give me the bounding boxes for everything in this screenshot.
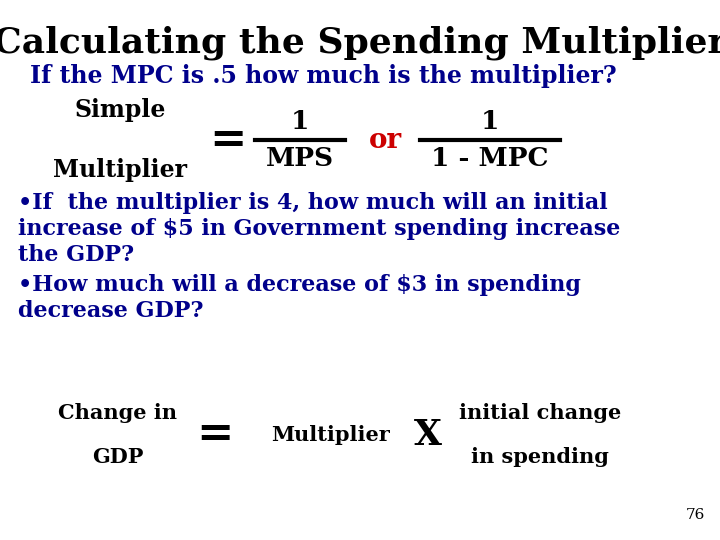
Text: decrease GDP?: decrease GDP? xyxy=(18,300,204,322)
Text: =: = xyxy=(210,118,247,161)
Text: If the MPC is .5 how much is the multiplier?: If the MPC is .5 how much is the multipl… xyxy=(30,64,617,88)
Text: 1: 1 xyxy=(481,109,499,134)
Text: =: = xyxy=(197,414,234,456)
Text: MPS: MPS xyxy=(266,146,334,171)
Text: GDP: GDP xyxy=(92,447,144,467)
Text: 1: 1 xyxy=(291,109,309,134)
Text: increase of $5 in Government spending increase: increase of $5 in Government spending in… xyxy=(18,218,621,240)
Text: Calculating the Spending Multiplier: Calculating the Spending Multiplier xyxy=(0,25,720,59)
Text: the GDP?: the GDP? xyxy=(18,244,134,266)
Text: Multiplier: Multiplier xyxy=(53,158,187,182)
Text: Change in: Change in xyxy=(58,403,178,423)
Text: Simple: Simple xyxy=(74,98,166,122)
Text: 1 - MPC: 1 - MPC xyxy=(431,146,549,171)
Text: 76: 76 xyxy=(685,508,705,522)
Text: •How much will a decrease of $3 in spending: •How much will a decrease of $3 in spend… xyxy=(18,274,581,296)
Text: in spending: in spending xyxy=(471,447,609,467)
Text: X: X xyxy=(414,418,442,452)
Text: initial change: initial change xyxy=(459,403,621,423)
Text: •If  the multiplier is 4, how much will an initial: •If the multiplier is 4, how much will a… xyxy=(18,192,608,214)
Text: or: or xyxy=(369,126,402,153)
Text: Multiplier: Multiplier xyxy=(271,425,390,445)
